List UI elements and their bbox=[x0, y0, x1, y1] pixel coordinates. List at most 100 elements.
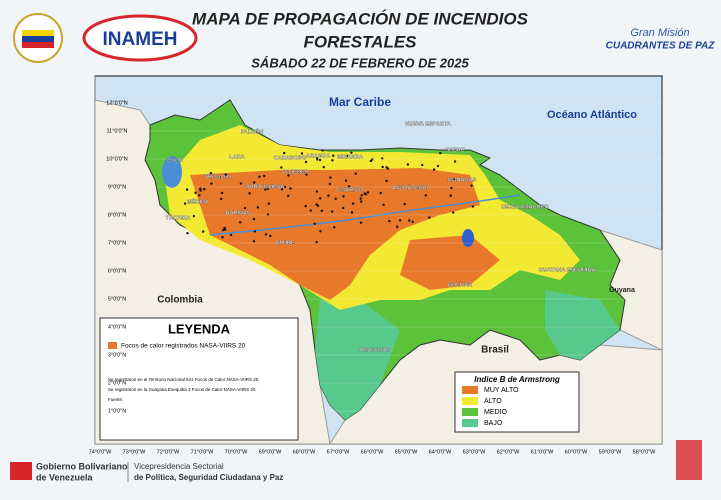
state-label: GUÁRICO bbox=[337, 186, 364, 193]
fire-point bbox=[411, 220, 414, 224]
longitude-label: 74°0'0"W bbox=[89, 449, 112, 455]
fire-point bbox=[453, 160, 457, 163]
agency-name: INAMEH bbox=[103, 29, 178, 50]
legend-note: Fuente: bbox=[108, 397, 123, 402]
bicentennial-logo bbox=[676, 440, 702, 480]
fire-point bbox=[366, 191, 370, 194]
fire-point bbox=[341, 206, 345, 210]
fire-point bbox=[209, 171, 213, 175]
lake-maracaibo bbox=[162, 156, 182, 188]
low-risk-zone bbox=[315, 300, 400, 420]
fire-point bbox=[347, 185, 351, 188]
country-label: Brasil bbox=[481, 345, 509, 356]
fire-point bbox=[305, 173, 308, 176]
fire-point bbox=[350, 211, 354, 214]
fire-point bbox=[185, 188, 189, 191]
fire-point bbox=[320, 209, 324, 213]
state-label: APURE bbox=[275, 240, 295, 246]
fire-point bbox=[351, 202, 355, 205]
latitude-label: 5°0'0"N bbox=[108, 296, 126, 302]
fire-point bbox=[224, 173, 228, 176]
gov-name: Gobierno Bolivariano bbox=[36, 461, 128, 471]
armstrong-level: BAJO bbox=[484, 420, 503, 427]
fire-point bbox=[334, 197, 337, 201]
fire-point bbox=[264, 233, 268, 236]
state-label: AMAZONAS bbox=[359, 347, 391, 353]
title: FORESTALES bbox=[303, 32, 417, 51]
state-label: LARA bbox=[229, 154, 244, 160]
state-label: SUCRE bbox=[445, 147, 465, 153]
fire-point bbox=[287, 194, 290, 198]
fire-point bbox=[239, 182, 243, 185]
legend-note: Se registraron en la Guayana Esequiba 3 … bbox=[108, 387, 257, 392]
longitude-label: 73°0'0"W bbox=[123, 449, 146, 455]
fire-point bbox=[331, 159, 334, 162]
state-label: NUEVA ESPARTA bbox=[405, 121, 451, 127]
fire-point bbox=[300, 152, 304, 155]
fire-point bbox=[332, 154, 335, 157]
fire-point bbox=[221, 228, 225, 232]
fire-point bbox=[287, 174, 290, 177]
flag-stripe bbox=[22, 42, 54, 48]
fire-point bbox=[342, 195, 345, 198]
fire-point bbox=[256, 206, 260, 209]
longitude-label: 61°0'0"W bbox=[531, 449, 554, 455]
sea-label: Mar Caribe bbox=[329, 95, 391, 109]
fire-point bbox=[452, 211, 455, 214]
latitude-label: 8°0'0"N bbox=[108, 212, 126, 218]
fire-point bbox=[452, 177, 456, 181]
fire-point bbox=[252, 217, 256, 221]
latitude-label: 4°0'0"N bbox=[108, 324, 126, 330]
fire-point bbox=[289, 187, 292, 190]
fire-point bbox=[252, 240, 256, 243]
fire-point bbox=[283, 185, 287, 189]
latitude-label: 2°0'0"N bbox=[108, 380, 126, 386]
latitude-label: 1°0'0"N bbox=[108, 408, 126, 414]
state-label: GUAYANA ESEQUIBA bbox=[539, 267, 596, 273]
fire-point bbox=[319, 197, 322, 200]
fire-point bbox=[470, 184, 473, 187]
state-label: ZULIA bbox=[167, 157, 183, 163]
gov-name: de Venezuela bbox=[36, 472, 94, 482]
fire-point bbox=[386, 167, 390, 170]
fire-point bbox=[436, 164, 440, 168]
fire-point bbox=[199, 189, 202, 192]
armstrong-title: Indice B de Armstrong bbox=[474, 375, 560, 384]
fire-point bbox=[266, 187, 270, 190]
flag-stripe bbox=[22, 36, 54, 42]
fire-point bbox=[329, 176, 332, 179]
fire-point bbox=[309, 209, 312, 212]
fire-point bbox=[424, 194, 427, 197]
fire-point bbox=[432, 168, 436, 171]
very-high-risk-zone bbox=[190, 168, 480, 300]
fire-point bbox=[379, 191, 382, 195]
fire-point bbox=[304, 160, 308, 164]
fire-point bbox=[388, 219, 391, 223]
armstrong-swatch bbox=[462, 397, 478, 405]
vp-name: Vicepresidencia Sectorial bbox=[134, 462, 224, 471]
fire-point bbox=[183, 202, 187, 205]
fire-point bbox=[395, 225, 399, 228]
legend-note: Se registraron en el Territorio Nacional… bbox=[108, 377, 260, 382]
longitude-label: 66°0'0"W bbox=[361, 449, 384, 455]
inameh-logo bbox=[82, 14, 198, 62]
fire-point bbox=[258, 175, 261, 179]
fire-point bbox=[319, 230, 322, 233]
armstrong-swatch bbox=[462, 386, 478, 394]
fire-point bbox=[221, 236, 224, 239]
fire-point bbox=[220, 197, 223, 201]
very-high-risk-zone bbox=[400, 235, 500, 290]
fire-point bbox=[381, 157, 384, 160]
vp-name: de Política, Seguridad Ciudadana y Paz bbox=[134, 473, 283, 482]
state-label: BOLÍVAR bbox=[448, 280, 472, 288]
longitude-label: 69°0'0"W bbox=[259, 449, 282, 455]
latitude-label: 3°0'0"N bbox=[108, 352, 126, 358]
fire-point bbox=[280, 188, 284, 191]
state-label: MIRANDA bbox=[337, 154, 363, 160]
longitude-label: 72°0'0"W bbox=[157, 449, 180, 455]
title: MAPA DE PROPAGACIÓN DE INCENDIOS bbox=[192, 9, 529, 28]
fire-point bbox=[229, 233, 233, 237]
longitude-label: 68°0'0"W bbox=[293, 449, 316, 455]
state-label: DELTA AMACURO bbox=[501, 204, 549, 210]
legend-box bbox=[99, 317, 299, 441]
